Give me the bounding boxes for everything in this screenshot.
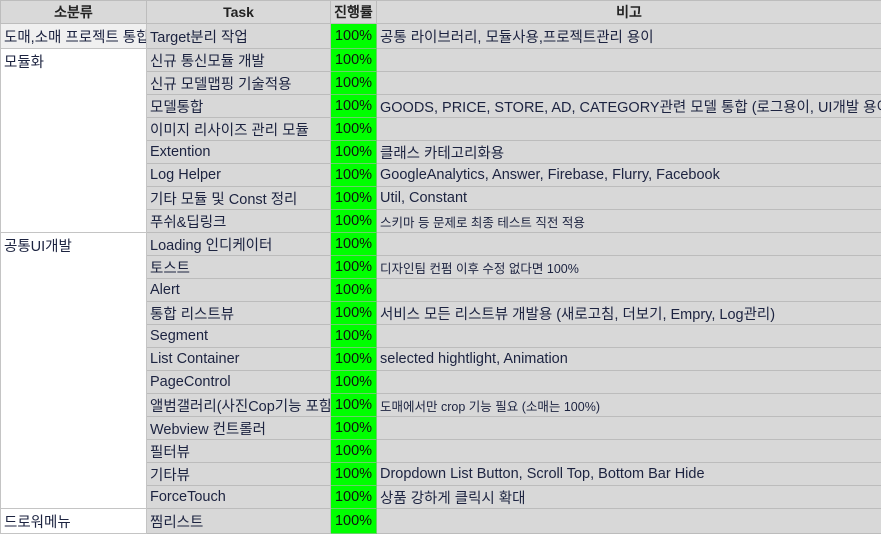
note-cell[interactable]: 도매에서만 crop 기능 필요 (소매는 100%) (377, 394, 881, 417)
task-cell[interactable]: Target분리 작업 (147, 24, 331, 49)
note-cell[interactable]: Dropdown List Button, Scroll Top, Bottom… (377, 463, 881, 486)
task-cell[interactable]: Loading 인디케이터 (147, 233, 331, 256)
progress-cell[interactable]: 100% (331, 302, 377, 325)
progress-cell[interactable]: 100% (331, 463, 377, 486)
task-cell[interactable]: 모델통합 (147, 95, 331, 118)
header-task[interactable]: Task (147, 1, 331, 24)
progress-cell[interactable]: 100% (331, 141, 377, 164)
note-cell[interactable] (377, 440, 881, 463)
task-cell[interactable]: List Container (147, 348, 331, 371)
task-cell[interactable]: 앨범갤러리(사진Cop기능 포함) (147, 394, 331, 417)
progress-cell[interactable]: 100% (331, 440, 377, 463)
task-cell[interactable]: 필터뷰 (147, 440, 331, 463)
progress-cell[interactable]: 100% (331, 233, 377, 256)
note-cell[interactable]: 공통 라이브러리, 모듈사용,프로젝트관리 용이 (377, 24, 881, 49)
progress-cell[interactable]: 100% (331, 486, 377, 509)
category-cell[interactable]: 드로워메뉴 (1, 509, 147, 534)
task-cell[interactable]: Log Helper (147, 164, 331, 187)
header-note[interactable]: 비고 (377, 1, 881, 24)
task-cell[interactable]: 이미지 리사이즈 관리 모듈 (147, 118, 331, 141)
task-cell[interactable]: Segment (147, 325, 331, 348)
category-cell[interactable]: 모듈화 (1, 49, 147, 233)
note-cell[interactable]: GOODS, PRICE, STORE, AD, CATEGORY관련 모델 통… (377, 95, 881, 118)
progress-cell[interactable]: 100% (331, 417, 377, 440)
note-cell[interactable]: 상품 강하게 클릭시 확대 (377, 486, 881, 509)
progress-cell[interactable]: 100% (331, 49, 377, 72)
progress-cell[interactable]: 100% (331, 325, 377, 348)
note-cell[interactable]: selected hightlight, Animation (377, 348, 881, 371)
task-cell[interactable]: 신규 통신모듈 개발 (147, 49, 331, 72)
task-cell[interactable]: 기타뷰 (147, 463, 331, 486)
task-cell[interactable]: 푸쉬&딥링크 (147, 210, 331, 233)
progress-cell[interactable]: 100% (331, 256, 377, 279)
task-cell[interactable]: Alert (147, 279, 331, 302)
task-cell[interactable]: 토스트 (147, 256, 331, 279)
progress-cell[interactable]: 100% (331, 72, 377, 95)
task-cell[interactable]: ForceTouch (147, 486, 331, 509)
note-cell[interactable]: 클래스 카테고리화용 (377, 141, 881, 164)
header-row: 소분류 Task 진행률 비고 (1, 1, 881, 24)
note-cell[interactable] (377, 72, 881, 95)
note-cell[interactable] (377, 233, 881, 256)
header-progress[interactable]: 진행률 (331, 1, 377, 24)
note-cell[interactable] (377, 118, 881, 141)
category-cell[interactable]: 공통UI개발 (1, 233, 147, 509)
progress-cell[interactable]: 100% (331, 210, 377, 233)
progress-cell[interactable]: 100% (331, 279, 377, 302)
task-cell[interactable]: Webview 컨트롤러 (147, 417, 331, 440)
note-cell[interactable] (377, 325, 881, 348)
note-cell[interactable] (377, 279, 881, 302)
header-category[interactable]: 소분류 (1, 1, 147, 24)
progress-cell[interactable]: 100% (331, 24, 377, 49)
progress-cell[interactable]: 100% (331, 394, 377, 417)
progress-cell[interactable]: 100% (331, 95, 377, 118)
note-cell[interactable]: 서비스 모든 리스트뷰 개발용 (새로고침, 더보기, Empry, Log관리… (377, 302, 881, 325)
note-cell[interactable]: Util, Constant (377, 187, 881, 210)
note-cell[interactable]: GoogleAnalytics, Answer, Firebase, Flurr… (377, 164, 881, 187)
note-cell[interactable] (377, 49, 881, 72)
task-cell[interactable]: Extention (147, 141, 331, 164)
progress-cell[interactable]: 100% (331, 371, 377, 394)
task-cell[interactable]: 찜리스트 (147, 509, 331, 534)
progress-cell[interactable]: 100% (331, 509, 377, 534)
progress-cell[interactable]: 100% (331, 348, 377, 371)
progress-cell[interactable]: 100% (331, 118, 377, 141)
category-cell[interactable]: 도매,소매 프로젝트 통합 (1, 24, 147, 49)
note-cell[interactable]: 디자인팀 컨펌 이후 수정 없다면 100% (377, 256, 881, 279)
note-cell[interactable] (377, 417, 881, 440)
note-cell[interactable] (377, 509, 881, 534)
task-cell[interactable]: PageControl (147, 371, 331, 394)
task-cell[interactable]: 신규 모델맵핑 기술적용 (147, 72, 331, 95)
task-cell[interactable]: 통합 리스트뷰 (147, 302, 331, 325)
progress-cell[interactable]: 100% (331, 164, 377, 187)
note-cell[interactable]: 스키마 등 문제로 최종 테스트 직전 적용 (377, 210, 881, 233)
progress-cell[interactable]: 100% (331, 187, 377, 210)
task-cell[interactable]: 기타 모듈 및 Const 정리 (147, 187, 331, 210)
note-cell[interactable] (377, 371, 881, 394)
